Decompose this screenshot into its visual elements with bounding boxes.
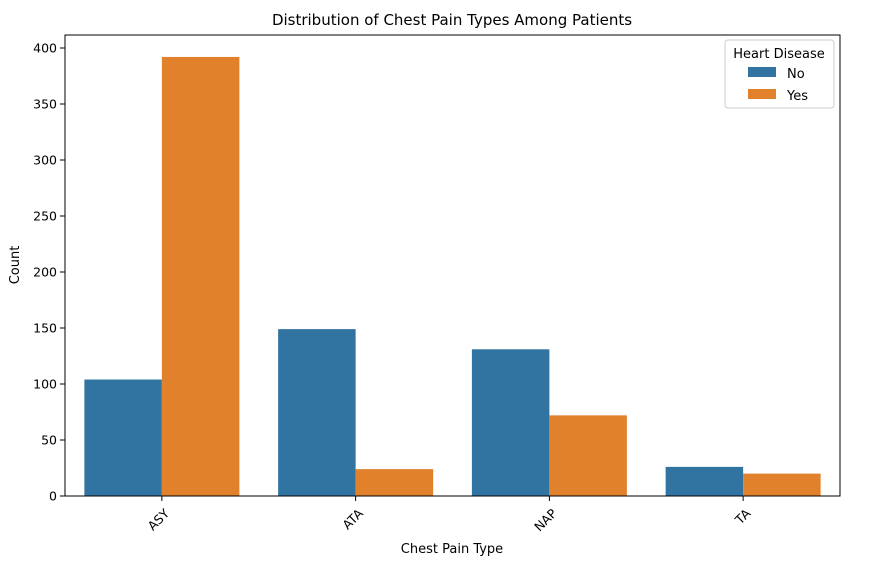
legend: Heart Disease No Yes xyxy=(724,39,835,109)
legend-swatch-no xyxy=(748,67,776,77)
bar-nap-no xyxy=(471,349,550,496)
x-axis-label: Chest Pain Type xyxy=(401,542,503,557)
x-tick-label-asy: ASY xyxy=(145,505,173,533)
bar-ta-yes xyxy=(743,473,821,496)
y-tick-label: 50 xyxy=(41,432,57,447)
plot-frame xyxy=(64,34,841,497)
bar-asy-no xyxy=(84,379,162,496)
bar-ta-no xyxy=(665,466,744,496)
bar-asy-yes xyxy=(161,56,240,496)
y-tick-label: 250 xyxy=(33,208,57,223)
y-tick-label: 0 xyxy=(49,489,57,504)
y-tick-label: 400 xyxy=(33,40,57,55)
y-tick-label: 350 xyxy=(33,96,57,111)
x-tick-label-nap: NAP xyxy=(531,505,560,534)
legend-title: Heart Disease xyxy=(733,47,824,62)
y-tick-label: 100 xyxy=(33,376,57,391)
y-tick-label: 150 xyxy=(33,320,57,335)
x-axis: ASY ATA NAP TA xyxy=(145,496,754,534)
legend-label-no: No xyxy=(787,67,805,82)
x-tick-label-ata: ATA xyxy=(339,505,366,532)
y-tick-label: 200 xyxy=(33,264,57,279)
y-axis-label: Count xyxy=(8,246,23,285)
bar-ata-yes xyxy=(355,469,434,496)
chart-title: Distribution of Chest Pain Types Among P… xyxy=(272,11,632,29)
y-axis: 0 50 100 150 200 250 300 350 400 xyxy=(33,40,65,504)
bar-ata-no xyxy=(278,329,356,496)
y-tick-label: 300 xyxy=(33,152,57,167)
x-tick-label-ta: TA xyxy=(731,505,753,527)
legend-label-yes: Yes xyxy=(786,89,808,104)
bar-nap-yes xyxy=(549,415,627,496)
bars-layer xyxy=(84,56,821,496)
legend-swatch-yes xyxy=(748,89,776,99)
